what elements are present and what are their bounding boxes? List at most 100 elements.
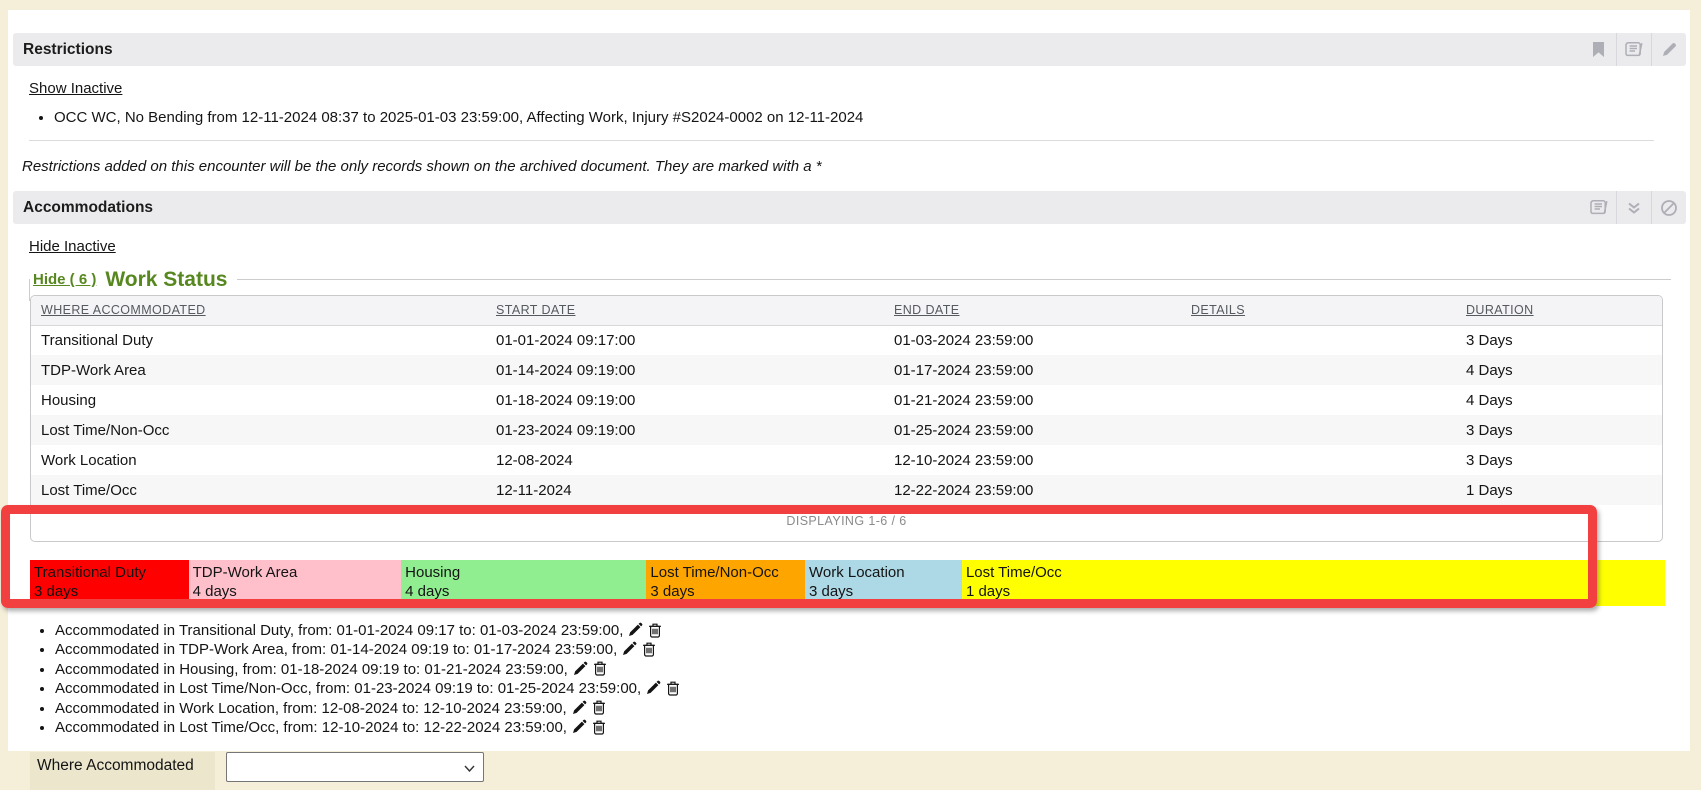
timeline-segment-label: Lost Time/Non-Occ: [650, 564, 779, 581]
accommodation-entry: Accommodated in Housing, from: 01-18-202…: [55, 660, 1690, 679]
timeline-segment[interactable]: TDP-Work Area 4 days: [188, 560, 402, 606]
delete-trash-icon[interactable]: [648, 622, 662, 638]
edit-pencil-icon[interactable]: [572, 719, 587, 734]
accommodation-entries: Accommodated in Transitional Duty, from:…: [8, 621, 1690, 737]
table-header-row: WHERE ACCOMMODATED START DATE END DATE D…: [31, 296, 1662, 326]
table-row: Work Location 12-08-2024 12-10-2024 23:5…: [31, 445, 1662, 475]
cell-duration: 3 Days: [1466, 421, 1513, 439]
restrictions-note: Restrictions added on this encounter wil…: [22, 158, 822, 175]
chevron-down-icon: [464, 759, 475, 776]
timeline-segment-duration: 3 days: [34, 583, 79, 600]
show-inactive-link[interactable]: Show Inactive: [29, 80, 123, 97]
cell-end-date: 12-22-2024 23:59:00: [894, 481, 1034, 499]
cell-details: [1181, 475, 1456, 505]
timeline-segment[interactable]: Work Location 3 days: [804, 560, 962, 606]
cell-where-accommodated: Lost Time/Occ: [41, 481, 137, 499]
cell-details: [1181, 355, 1456, 385]
timeline-segment-label: TDP-Work Area: [192, 564, 298, 581]
column-header-where-accommodated[interactable]: WHERE ACCOMMODATED: [31, 296, 486, 326]
edit-pencil-icon[interactable]: [573, 661, 588, 676]
work-status-table: WHERE ACCOMMODATED START DATE END DATE D…: [30, 295, 1663, 542]
restrictions-icon-rail: [1581, 33, 1686, 66]
pencil-icon[interactable]: [1651, 33, 1686, 66]
cell-where-accommodated: Lost Time/Non-Occ: [41, 421, 170, 439]
column-header-end-date[interactable]: END DATE: [884, 296, 1181, 326]
cell-end-date: 01-03-2024 23:59:00: [894, 331, 1034, 349]
timeline-segment-duration: 1 days: [965, 583, 1011, 600]
table-row: Transitional Duty 01-01-2024 09:17:00 01…: [31, 325, 1662, 355]
bookmark-icon[interactable]: [1581, 33, 1616, 66]
delete-trash-icon[interactable]: [642, 641, 656, 657]
cell-start-date: 01-14-2024 09:19:00: [496, 361, 636, 379]
work-status-title: Work Status: [105, 267, 228, 291]
edit-pencil-icon[interactable]: [622, 641, 637, 656]
hide-inactive-link[interactable]: Hide Inactive: [29, 238, 116, 255]
edit-pencil-icon[interactable]: [646, 680, 661, 695]
table-row: Lost Time/Non-Occ 01-23-2024 09:19:00 01…: [31, 415, 1662, 445]
cell-where-accommodated: Transitional Duty: [41, 331, 153, 349]
timeline-segment[interactable]: Housing 4 days: [401, 560, 647, 606]
accommodation-entry-text: Accommodated in TDP-Work Area, from: 01-…: [55, 641, 618, 659]
where-accommodated-label: Where Accommodated: [30, 752, 215, 790]
cell-details: [1181, 445, 1456, 475]
fieldset-border-line: [237, 279, 1671, 280]
journal-icon[interactable]: [1581, 191, 1616, 224]
cell-duration: 1 Days: [1466, 481, 1513, 499]
cell-start-date: 01-23-2024 09:19:00: [496, 421, 636, 439]
content-panel: Restrictions Show Inactive OCC WC, No Be…: [8, 10, 1690, 790]
cell-duration: 4 Days: [1466, 361, 1513, 379]
timeline-segment-duration: 3 days: [650, 583, 695, 600]
accommodations-header-bar: Accommodations: [13, 191, 1686, 224]
restrictions-title: Restrictions: [23, 40, 113, 58]
cell-where-accommodated: TDP-Work Area: [41, 361, 146, 379]
restrictions-header-bar: Restrictions: [13, 33, 1686, 66]
accommodation-entry: Accommodated in TDP-Work Area, from: 01-…: [55, 640, 1690, 659]
accommodation-entry-text: Accommodated in Work Location, from: 12-…: [55, 699, 567, 717]
timeline-segment-duration: 4 days: [405, 583, 450, 600]
edit-pencil-icon[interactable]: [572, 700, 587, 715]
accommodation-entry-text: Accommodated in Transitional Duty, from:…: [55, 622, 624, 639]
accommodation-entry-text: Accommodated in Housing, from: 01-18-202…: [55, 660, 568, 678]
table-paging-status: DISPLAYING 1-6 / 6: [786, 514, 907, 528]
table-row: Housing 01-18-2024 09:19:00 01-21-2024 2…: [31, 385, 1662, 415]
timeline-bar: Transitional Duty 3 days TDP-Work Area 4…: [30, 560, 1665, 606]
column-header-details[interactable]: DETAILS: [1181, 296, 1456, 326]
accommodation-entry: Accommodated in Lost Time/Occ, from: 12-…: [55, 718, 1690, 737]
accommodation-entry: Accommodated in Work Location, from: 12-…: [55, 699, 1690, 718]
delete-trash-icon[interactable]: [592, 699, 606, 715]
divider: [29, 140, 1654, 141]
cell-start-date: 01-01-2024 09:17:00: [496, 331, 636, 349]
column-header-duration[interactable]: DURATION: [1456, 296, 1662, 326]
delete-trash-icon[interactable]: [592, 719, 606, 735]
cell-start-date: 12-08-2024: [496, 451, 573, 469]
accommodation-entry-text: Accommodated in Lost Time/Non-Occ, from:…: [55, 680, 642, 698]
delete-trash-icon[interactable]: [593, 660, 607, 676]
collapse-all-icon[interactable]: [1616, 191, 1651, 224]
restrictions-list: OCC WC, No Bending from 12-11-2024 08:37…: [8, 108, 1690, 127]
where-accommodated-row: Where Accommodated: [30, 752, 1690, 790]
edit-pencil-icon[interactable]: [628, 622, 643, 637]
hide-count-link[interactable]: Hide ( 6 ): [33, 271, 97, 288]
journal-icon[interactable]: [1616, 33, 1651, 66]
cell-duration: 3 Days: [1466, 451, 1513, 469]
cell-where-accommodated: Housing: [41, 391, 97, 409]
restriction-entry: OCC WC, No Bending from 12-11-2024 08:37…: [54, 108, 1690, 127]
cell-where-accommodated: Work Location: [41, 451, 137, 469]
accommodations-icon-rail: [1581, 191, 1686, 224]
delete-trash-icon[interactable]: [666, 680, 680, 696]
accommodation-entry: Accommodated in Transitional Duty, from:…: [55, 621, 1690, 640]
ban-icon[interactable]: [1651, 191, 1686, 224]
timeline-segment[interactable]: Transitional Duty 3 days: [30, 560, 189, 606]
table-row: TDP-Work Area 01-14-2024 09:19:00 01-17-…: [31, 355, 1662, 385]
work-status-legend: Hide ( 6 ) Work Status: [29, 266, 1690, 301]
timeline-segment[interactable]: Lost Time/Non-Occ 3 days: [646, 560, 805, 606]
column-header-start-date[interactable]: START DATE: [486, 296, 884, 326]
cell-end-date: 01-21-2024 23:59:00: [894, 391, 1034, 409]
accommodation-entry: Accommodated in Lost Time/Non-Occ, from:…: [55, 679, 1690, 698]
timeline-segment-label: Housing: [405, 564, 461, 581]
cell-end-date: 01-17-2024 23:59:00: [894, 361, 1034, 379]
where-accommodated-select[interactable]: [226, 752, 484, 783]
timeline-segment-label: Lost Time/Occ: [965, 564, 1062, 581]
accommodation-entry-text: Accommodated in Lost Time/Occ, from: 12-…: [55, 719, 567, 737]
timeline-segment[interactable]: Lost Time/Occ 1 days: [961, 560, 1665, 606]
